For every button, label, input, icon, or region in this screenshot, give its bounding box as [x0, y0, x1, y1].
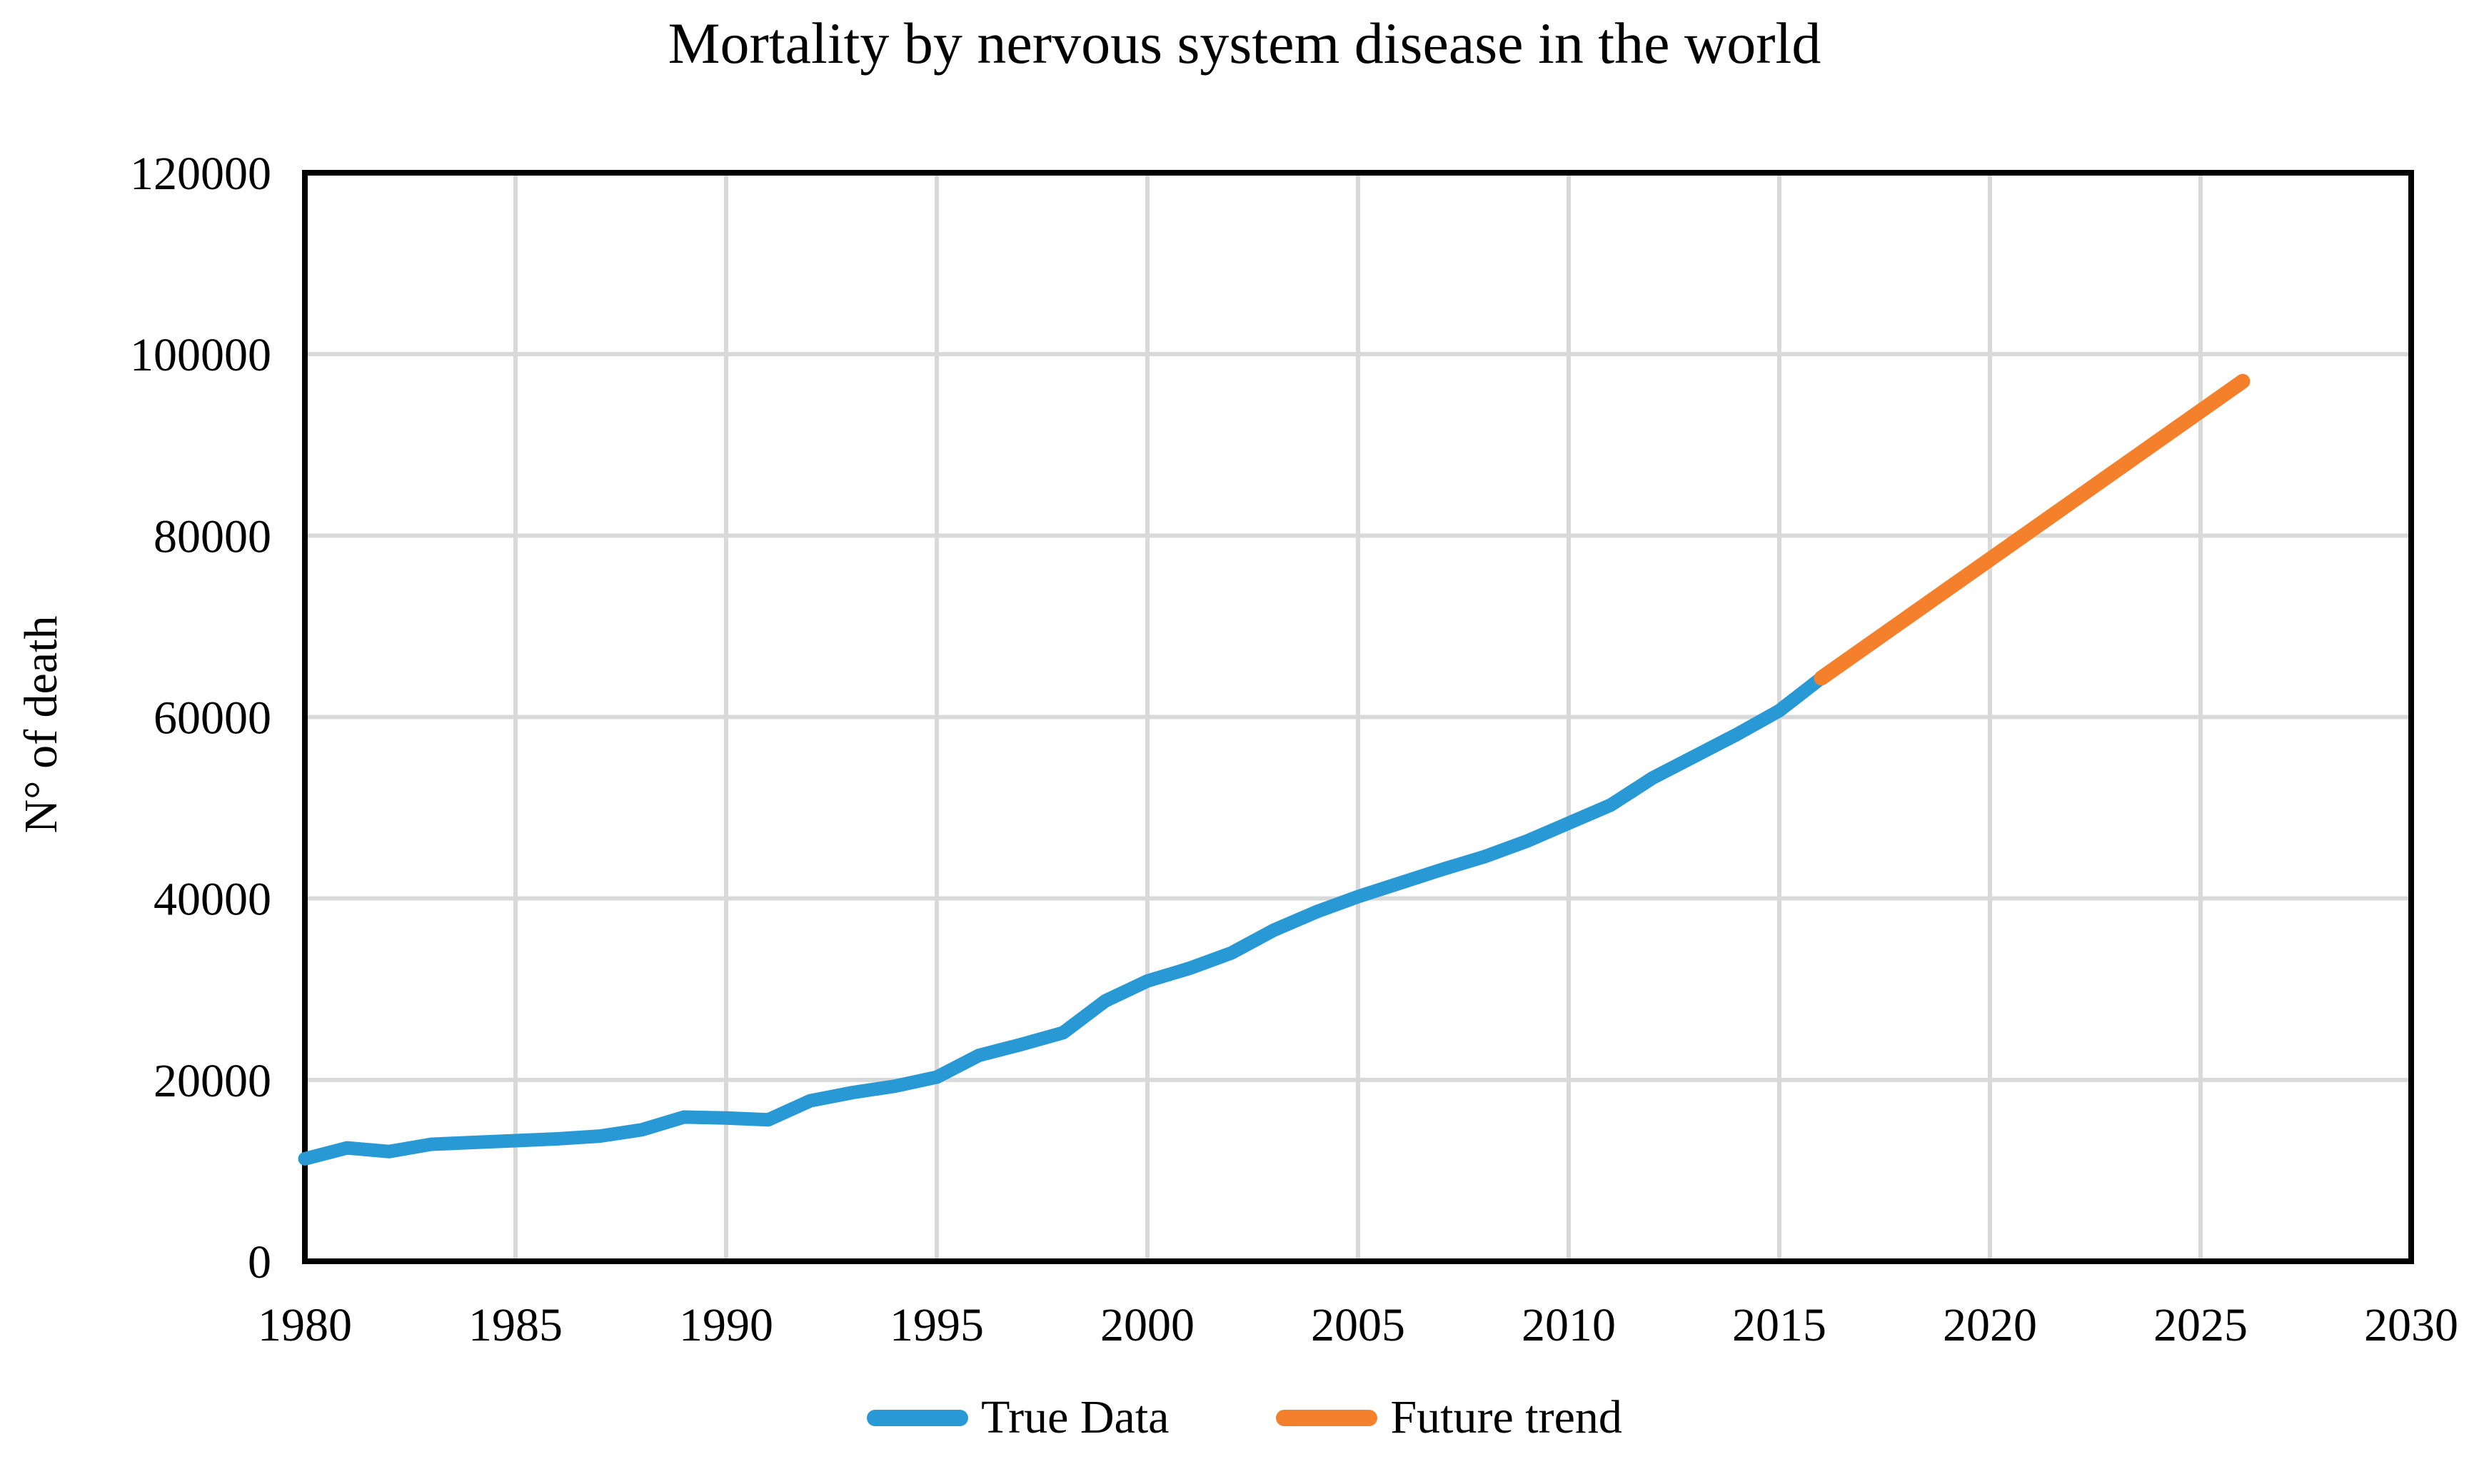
x-tick-label: 1990: [679, 1299, 773, 1351]
true-data-line-swatch: [867, 1409, 969, 1426]
y-tick-label: 60000: [154, 692, 271, 744]
x-tick-label: 1995: [890, 1299, 984, 1351]
series-line-true-data: [298, 671, 1829, 1166]
y-tick-label: 20000: [154, 1055, 271, 1107]
x-tick-label: 2010: [1522, 1299, 1616, 1351]
y-tick-label: 0: [248, 1236, 271, 1288]
legend-item-true-data: True Data: [867, 1390, 1169, 1445]
y-tick-label: 40000: [154, 874, 271, 926]
future-trend-line-swatch: [1276, 1409, 1378, 1426]
chart-title: Mortality by nervous system disease in t…: [668, 11, 1821, 76]
x-tick-label: 1985: [468, 1299, 563, 1351]
x-tick-label: 2020: [1943, 1299, 2037, 1351]
x-tick-label: 2005: [1311, 1299, 1405, 1351]
x-tick-label: 2030: [2364, 1299, 2458, 1351]
true-data-legend-label: True Data: [981, 1391, 1170, 1443]
legend: True Data Future trend: [0, 1390, 2489, 1445]
x-tick-label: 1980: [258, 1299, 352, 1351]
series-line-future-trend: [1814, 373, 2251, 686]
x-tick-label: 2015: [1732, 1299, 1826, 1351]
x-tick-label: 2025: [2153, 1299, 2248, 1351]
y-tick-label: 120000: [130, 148, 271, 200]
legend-item-future-trend: Future trend: [1276, 1390, 1622, 1445]
y-tick-label: 100000: [130, 329, 271, 381]
x-tick-label: 2000: [1100, 1299, 1195, 1351]
plot-border: [302, 170, 2414, 1264]
future-trend-legend-label: Future trend: [1390, 1391, 1622, 1443]
y-tick-label: 80000: [154, 510, 271, 562]
